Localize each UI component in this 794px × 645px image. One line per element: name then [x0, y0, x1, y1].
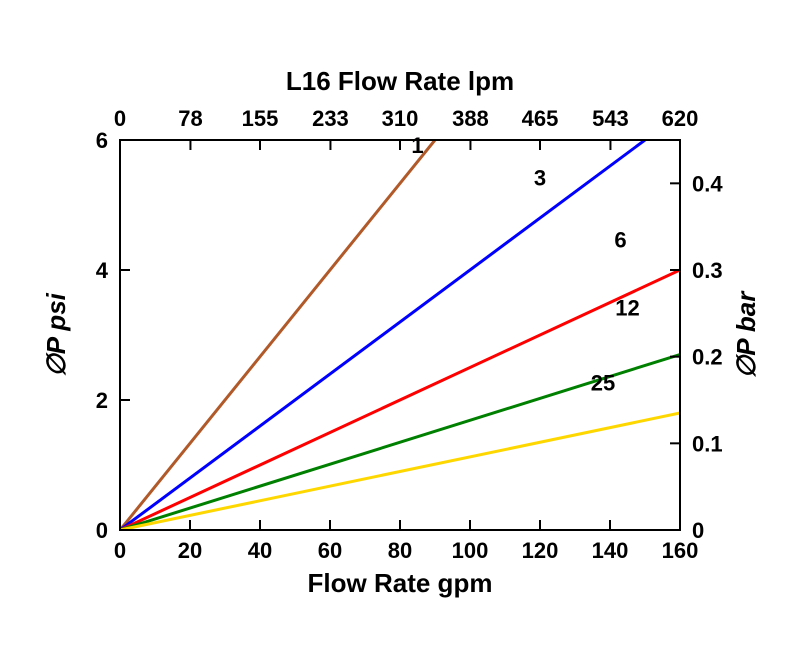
- series-label-3: 3: [534, 166, 546, 191]
- y-left-tick-label: 4: [96, 258, 109, 283]
- x-top-tick-label: 388: [452, 106, 489, 131]
- x-bottom-tick-label: 0: [114, 538, 126, 563]
- x-top-tick-label: 620: [662, 106, 699, 131]
- y-right-tick-label: 0.2: [692, 345, 723, 370]
- y-left-tick-label: 2: [96, 388, 108, 413]
- y-right-tick-label: 0.3: [692, 258, 723, 283]
- x-bottom-tick-label: 40: [248, 538, 272, 563]
- x-bottom-title: Flow Rate gpm: [308, 568, 493, 598]
- x-bottom-tick-label: 20: [178, 538, 202, 563]
- y-right-tick-label: 0.1: [692, 431, 723, 456]
- y-left-tick-label: 0: [96, 518, 108, 543]
- series-label-12: 12: [615, 296, 639, 321]
- x-top-tick-label: 0: [114, 106, 126, 131]
- chart-container: 020406080100120140160Flow Rate gpm078155…: [0, 0, 794, 640]
- chart-title: L16 Flow Rate lpm: [286, 66, 514, 96]
- y-left-title: ∅P psi: [41, 292, 71, 377]
- x-bottom-tick-label: 120: [522, 538, 559, 563]
- line-chart: 020406080100120140160Flow Rate gpm078155…: [0, 0, 794, 640]
- x-top-tick-label: 155: [242, 106, 279, 131]
- x-top-tick-label: 465: [522, 106, 559, 131]
- x-top-tick-label: 310: [382, 106, 419, 131]
- series-label-1: 1: [411, 133, 423, 158]
- x-bottom-tick-label: 100: [452, 538, 489, 563]
- x-bottom-tick-label: 140: [592, 538, 629, 563]
- x-bottom-tick-label: 60: [318, 538, 342, 563]
- y-right-title: ∅P bar: [731, 290, 761, 379]
- x-bottom-tick-label: 80: [388, 538, 412, 563]
- x-top-tick-label: 78: [178, 106, 202, 131]
- y-right-tick-label: 0: [692, 518, 704, 543]
- x-top-tick-label: 543: [592, 106, 629, 131]
- series-label-25: 25: [591, 370, 615, 395]
- y-left-tick-label: 6: [96, 128, 108, 153]
- y-right-tick-label: 0.4: [692, 171, 723, 196]
- x-top-tick-label: 233: [312, 106, 349, 131]
- series-label-6: 6: [614, 227, 626, 252]
